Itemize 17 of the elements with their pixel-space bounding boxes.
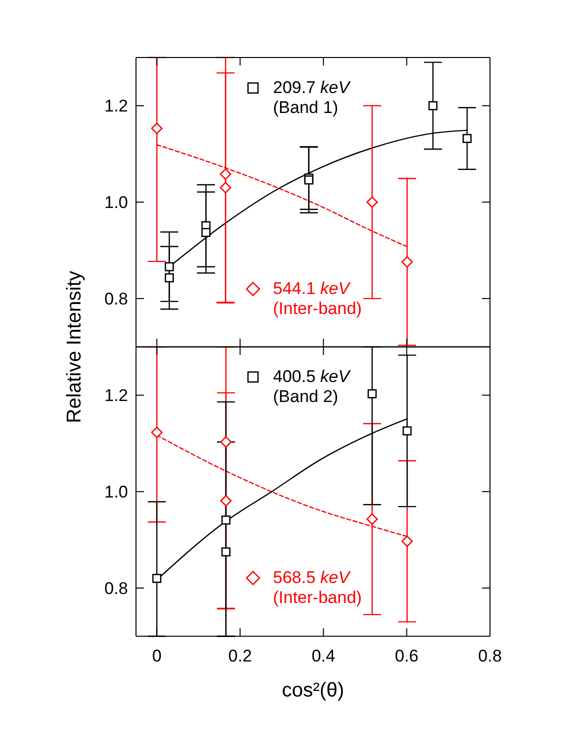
legend-label: 400.5 keV (Band 2) (273, 366, 350, 407)
y-tick-label: 1.2 (104, 386, 128, 405)
y-tick-label: 1.0 (104, 482, 128, 502)
legend-label: 568.5 keV (Inter-band) (273, 568, 362, 608)
x-tick-label: 0.4 (312, 646, 336, 665)
x-tick-label: 0.8 (478, 646, 502, 665)
y-tick-label: 0.8 (104, 290, 128, 309)
legend-label: 544.1 keV (Inter-band) (273, 278, 362, 319)
x-tick-label: 0.2 (228, 646, 252, 665)
x-axis-title: cos²(θ) (282, 679, 344, 701)
y-axis-title: Relative Intensity (64, 270, 86, 423)
legend-label: 209.7 keV (Band 1) (273, 78, 350, 118)
x-tick-label: 0.6 (394, 646, 419, 665)
y-tick-label: 1.2 (104, 96, 128, 116)
y-tick-label: 1.0 (104, 193, 128, 212)
x-tick-label: 0 (152, 646, 162, 665)
y-tick-label: 0.8 (104, 578, 128, 598)
